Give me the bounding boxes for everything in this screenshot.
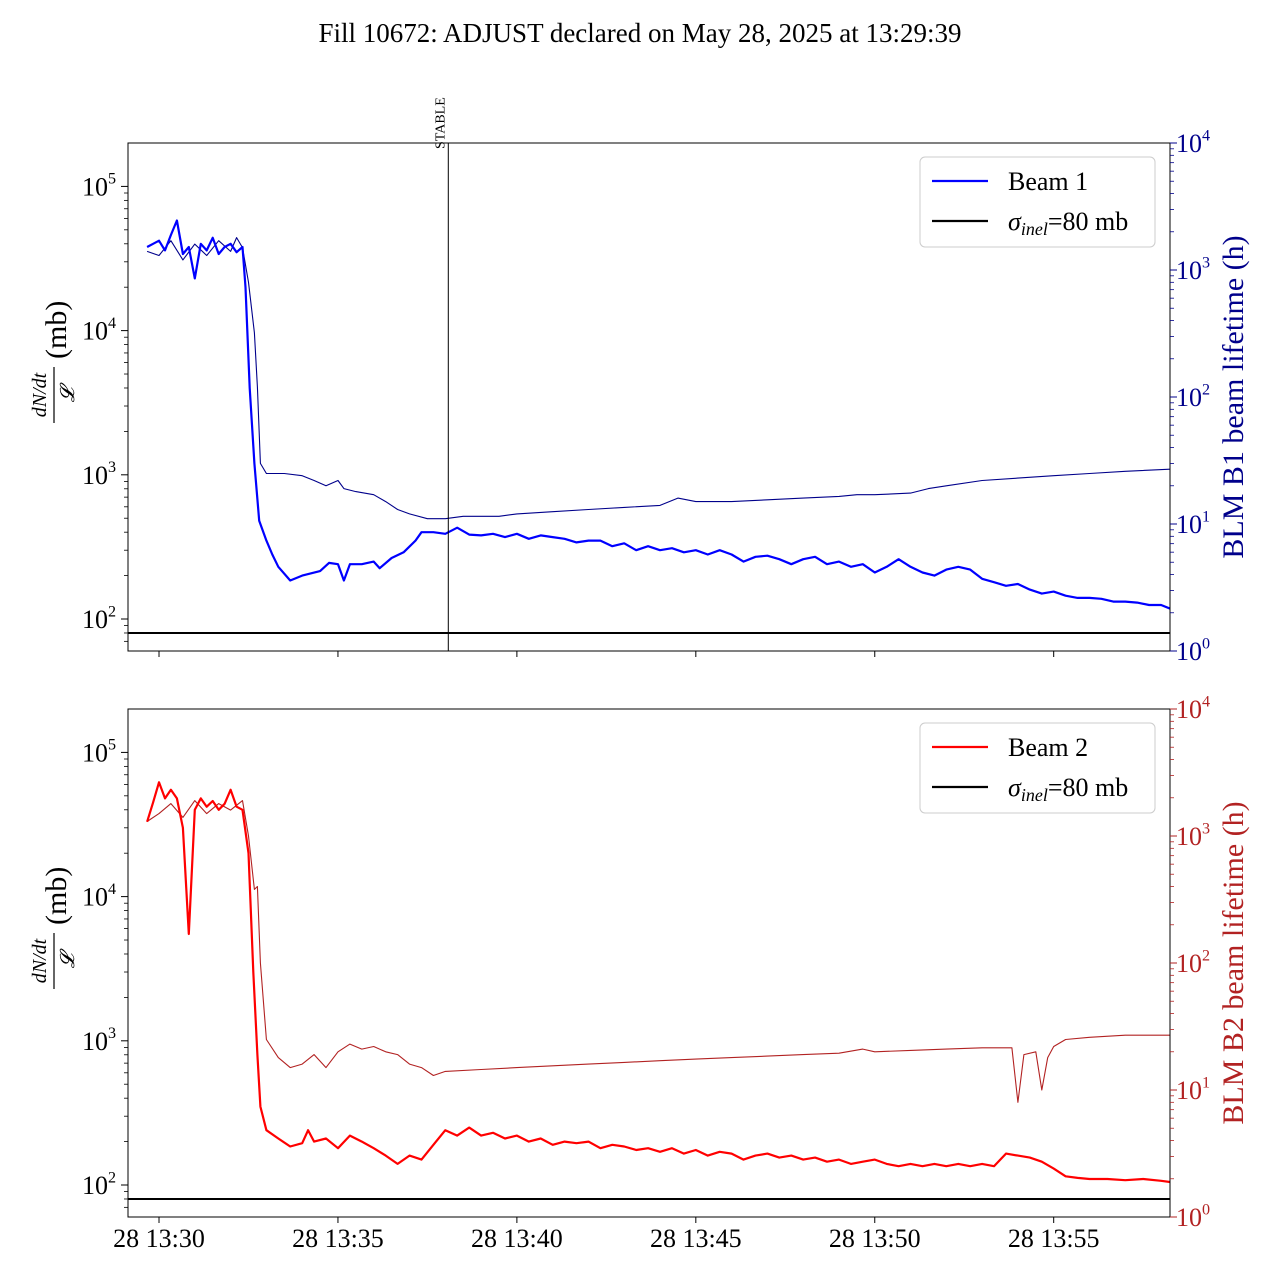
- y2-tick-label: 103: [1176, 254, 1210, 285]
- x-tick-label: 28 13:30: [113, 1224, 205, 1253]
- y-tick-label: 105: [82, 171, 116, 202]
- legend-label-sigma: σinel=80 mb: [1008, 773, 1128, 805]
- legend-label: Beam 2: [1008, 733, 1088, 762]
- y-tick-label: 105: [82, 737, 116, 768]
- legend-label-sigma: σinel=80 mb: [1008, 207, 1128, 239]
- x-tick-label: 28 13:45: [650, 1224, 742, 1253]
- y2-tick-label: 103: [1176, 820, 1210, 851]
- legend-box: [919, 722, 1156, 814]
- y-tick-label: 103: [82, 1025, 116, 1056]
- x-tick-label: 28 13:40: [471, 1224, 563, 1253]
- y-axis-label: dN/dt 𝓛 (mb): [29, 301, 79, 423]
- y-tick-label: 102: [82, 1169, 116, 1200]
- series-line-beam-1: [146, 219, 1170, 610]
- series-line-beam-2: [146, 781, 1170, 1184]
- y-tick-label: 102: [82, 603, 116, 634]
- x-tick-label: 28 13:35: [292, 1224, 384, 1253]
- y-label-denominator: 𝓛: [57, 382, 79, 402]
- y2-axis-label: BLM B1 beam lifetime (h): [1217, 235, 1250, 558]
- y-tick-label: 104: [82, 881, 116, 912]
- y2-tick-label: 102: [1176, 947, 1210, 978]
- beam1-panel: STABLE 102 103 104 105 100 101 102 103 104 dN/dt 𝓛 (…: [29, 97, 1250, 666]
- y2-tick-label: 104: [1176, 127, 1210, 158]
- y-tick-label: 104: [82, 315, 116, 346]
- y2-tick-label: 104: [1176, 693, 1210, 724]
- y2-tick-label: 100: [1176, 1201, 1210, 1232]
- x-tick-label: 28 13:55: [1008, 1224, 1100, 1253]
- series-line-blm-b2-beam-lifetime-h-: [146, 800, 1170, 1103]
- legend-box: [919, 156, 1156, 248]
- y-label-numerator: dN/dt: [29, 938, 51, 983]
- y2-tick-label: 101: [1176, 508, 1210, 539]
- beam2-panel: 102 103 104 105 100 101 102 103 104 28 13:30 28 13…: [29, 693, 1250, 1253]
- legend: Beam 1 σinel=80 mb: [919, 156, 1156, 248]
- y-label-numerator: dN/dt: [29, 372, 51, 417]
- legend-label: Beam 1: [1008, 167, 1088, 196]
- y-axis-label: dN/dt 𝓛 (mb): [29, 867, 79, 989]
- y-label-unit: (mb): [40, 867, 73, 925]
- y-label-denominator: 𝓛: [57, 948, 79, 968]
- y-tick-label: 103: [82, 459, 116, 490]
- y2-tick-label: 102: [1176, 381, 1210, 412]
- y2-tick-label: 100: [1176, 635, 1210, 666]
- series-line-blm-b1-beam-lifetime-h-: [146, 237, 1170, 520]
- y-label-unit: (mb): [40, 301, 73, 359]
- y2-tick-label: 101: [1176, 1074, 1210, 1105]
- x-tick-label: 28 13:50: [829, 1224, 921, 1253]
- y2-axis-label: BLM B2 beam lifetime (h): [1217, 801, 1250, 1124]
- chart-title: Fill 10672: ADJUST declared on May 28, 2…: [318, 18, 962, 48]
- stable-marker-label: STABLE: [433, 97, 448, 149]
- legend: Beam 2 σinel=80 mb: [919, 722, 1156, 814]
